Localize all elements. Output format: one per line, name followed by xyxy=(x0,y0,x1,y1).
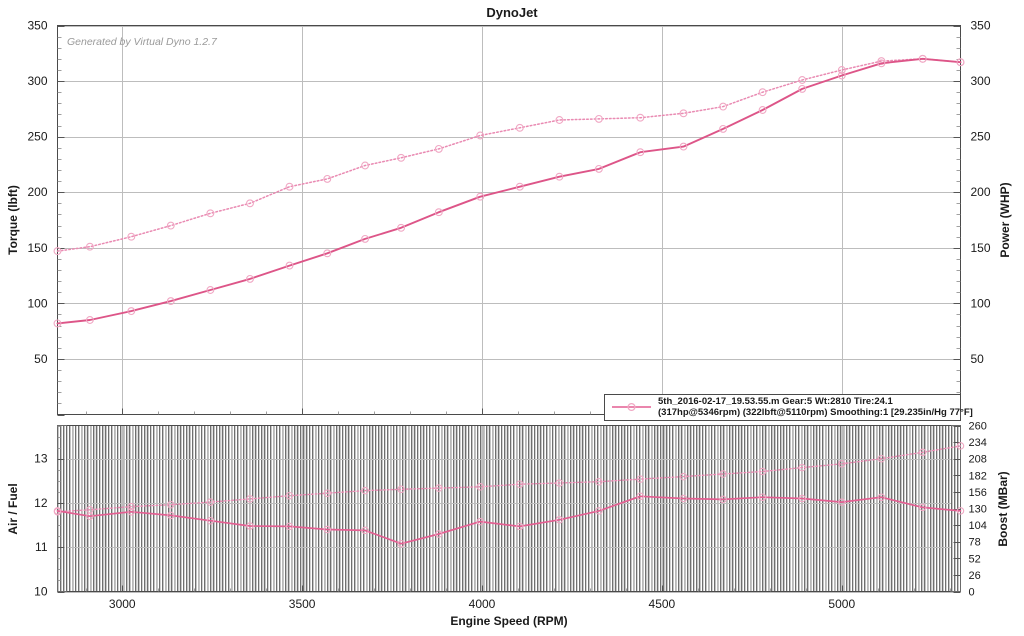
page-title: DynoJet xyxy=(486,5,538,20)
power-tick-label: 300 xyxy=(971,74,991,88)
torque-tick-label: 350 xyxy=(27,19,47,33)
airfuel-axis-title: Air / Fuel xyxy=(6,483,20,534)
boost-tick-label: 26 xyxy=(969,570,981,582)
boost-axis-title: Boost (MBar) xyxy=(996,471,1010,546)
x-axis-title: Engine Speed (RPM) xyxy=(450,614,567,628)
torque-tick-label: 300 xyxy=(27,74,47,88)
dyno-chart-page: DynoJet 35030025020015010050 35030025020… xyxy=(0,0,1024,636)
torque-tick-label: 200 xyxy=(27,185,47,199)
x-tick-label: 3000 xyxy=(109,597,136,611)
boost-tick-label: 234 xyxy=(969,437,987,449)
power-tick-label: 150 xyxy=(971,241,991,255)
torque-tick-label: 250 xyxy=(27,130,47,144)
watermark-label: Generated by Virtual Dyno 1.2.7 xyxy=(67,36,218,48)
airfuel-tick-label: 12 xyxy=(34,496,48,510)
legend-run-info: 5th_2016-02-17_19.53.55.m Gear:5 Wt:2810… xyxy=(658,396,894,407)
x-axis-ticklabels: 3000 3500 4000 4500 5000 xyxy=(109,597,856,611)
airfuel-tick-label: 13 xyxy=(34,452,48,466)
boost-tick-label: 260 xyxy=(969,421,987,433)
torque-tick-label: 50 xyxy=(34,352,48,366)
boost-tick-label: 156 xyxy=(969,487,987,499)
x-tick-label: 3500 xyxy=(289,597,316,611)
top-panel-tickmarks xyxy=(58,27,961,416)
torque-axis-ticklabels: 350 300 250 200 150 100 50 xyxy=(27,19,47,366)
power-curve xyxy=(54,55,964,254)
power-tick-label: 350 xyxy=(971,19,991,33)
bottom-panel-hatch-background xyxy=(58,426,961,592)
bottom-panel: 13121110 2602342081821561301047852260 Ai… xyxy=(6,421,1010,599)
torque-curve xyxy=(54,55,964,326)
legend-run-stats: (317hp@5346rpm) (322lbft@5110rpm) Smooth… xyxy=(658,407,973,418)
power-tick-label: 100 xyxy=(971,296,991,310)
boost-tick-label: 52 xyxy=(969,553,981,565)
torque-tick-label: 150 xyxy=(27,241,47,255)
airfuel-tick-label: 11 xyxy=(35,540,48,554)
power-axis-ticklabels: 350 300 250 200 150 100 50 xyxy=(971,19,991,366)
boost-tick-label: 182 xyxy=(969,470,987,482)
boost-axis-ticklabels: 2602342081821561301047852260 xyxy=(969,421,987,599)
boost-tick-label: 78 xyxy=(969,537,981,549)
dyno-chart-canvas: DynoJet 35030025020015010050 35030025020… xyxy=(0,0,1024,636)
x-axis: 3000 3500 4000 4500 5000 Engine Speed (RPM) xyxy=(109,597,856,628)
boost-tick-label: 104 xyxy=(969,520,987,532)
power-tick-label: 200 xyxy=(971,185,991,199)
airfuel-axis-ticklabels: 13 12 11 10 xyxy=(34,452,48,599)
x-tick-label: 4000 xyxy=(469,597,496,611)
top-panel-gridlines xyxy=(58,26,961,415)
power-axis-title: Power (WHP) xyxy=(998,182,1012,257)
torque-axis-title: Torque (lbft) xyxy=(6,185,20,255)
x-tick-label: 4500 xyxy=(649,597,676,611)
top-panel: 350 300 250 200 150 100 50 350 300 250 200 150 100 5… xyxy=(6,19,1012,416)
legend[interactable]: 5th_2016-02-17_19.53.55.m Gear:5 Wt:2810… xyxy=(605,395,973,421)
torque-tick-label: 100 xyxy=(27,296,47,310)
boost-tick-label: 130 xyxy=(969,504,987,516)
top-panel-frame xyxy=(58,26,961,415)
boost-tick-label: 0 xyxy=(969,587,975,599)
boost-tick-label: 208 xyxy=(969,454,987,466)
power-tick-label: 250 xyxy=(971,130,991,144)
torque-lbft--line xyxy=(58,59,961,324)
power-tick-label: 50 xyxy=(971,352,985,366)
airfuel-tick-label: 10 xyxy=(34,585,48,599)
x-tick-label: 5000 xyxy=(828,597,855,611)
power-whp--line xyxy=(58,59,961,251)
